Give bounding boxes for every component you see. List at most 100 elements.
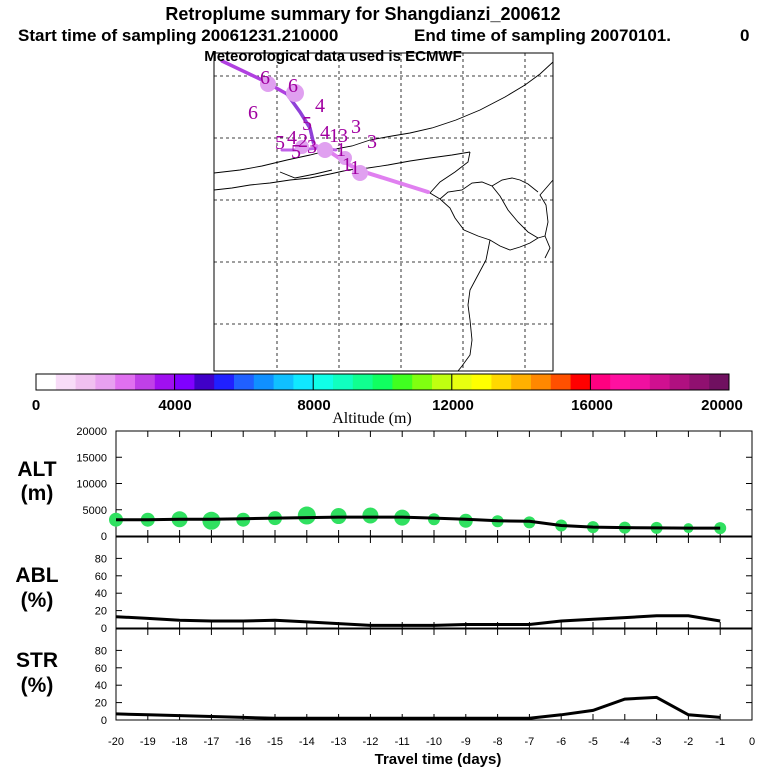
colorbar [35, 373, 730, 391]
ytick-label: 40 [95, 680, 107, 692]
colorbar-swatch-24 [511, 374, 532, 390]
alt-panel-label: ALT [17, 458, 56, 481]
map-marker-10: 4 [320, 122, 330, 144]
alt-point-6 [297, 506, 316, 525]
panel-alt: ALT(m) 0 5000 10000 15000 20000 [17, 426, 753, 543]
abl-series-line [115, 614, 721, 627]
xtick-label: -1 [715, 736, 725, 748]
ytick-label: 15000 [76, 452, 107, 464]
colorbar-swatch-15 [333, 374, 354, 390]
x-axis-label: Travel time (days) [375, 751, 502, 768]
str-series-line [115, 695, 721, 720]
colorbar-swatch-18 [392, 374, 413, 390]
str-frame [115, 628, 753, 721]
colorbar-swatch-25 [531, 374, 552, 390]
ytick-label: 20000 [76, 426, 107, 438]
colorbar-swatch-32 [669, 374, 690, 390]
xtick-label: -6 [556, 736, 566, 748]
alt-point-11 [458, 513, 473, 528]
xtick-label: -19 [140, 736, 156, 748]
colorbar-swatch-0 [36, 374, 57, 390]
ytick-label: 10000 [76, 479, 107, 491]
xtick-label: -2 [684, 736, 694, 748]
met-data-label: Meteorological data used is ECMWF [204, 48, 462, 65]
xtick-label: -11 [395, 736, 410, 748]
colorbar-swatch-33 [689, 374, 710, 390]
colorbar-label: Altitude (m) [332, 410, 412, 427]
colorbar-swatch-22 [471, 374, 492, 390]
colorbar-swatch-2 [75, 374, 96, 390]
map-marker-14: 3 [367, 131, 377, 153]
colorbar-swatch-23 [491, 374, 512, 390]
xtick-label: -13 [331, 736, 347, 748]
map-frame [213, 52, 554, 372]
map-coastlines [213, 61, 554, 372]
str-panel-unit: (%) [21, 674, 54, 697]
colorbar-swatch-14 [313, 374, 334, 390]
colorbar-swatch-7 [174, 374, 195, 390]
map-marker-1: 6 [288, 75, 298, 97]
map-marker-8: 5 [291, 141, 301, 163]
colorbar-tick-12000: 12000 [432, 397, 474, 414]
ytick-label: 0 [101, 531, 107, 543]
xtick-label: -14 [299, 736, 315, 748]
xtick-label: -15 [267, 736, 283, 748]
end-time-label: End time of sampling 20070101. [414, 26, 671, 45]
xtick-label: -16 [235, 736, 251, 748]
timeseries-panels: ALT(m)05000100001500020000ABL(%)02040608… [15, 426, 755, 768]
colorbar-swatch-4 [115, 374, 136, 390]
map-marker-15: 1 [336, 139, 346, 161]
map-marker-3: 4 [315, 95, 325, 117]
colorbar-swatch-29 [610, 374, 631, 390]
xtick-label: -5 [588, 736, 598, 748]
map-marker-7: 2 [298, 130, 308, 152]
xtick-label: -18 [172, 736, 188, 748]
colorbar-swatch-26 [550, 374, 572, 390]
colorbar-swatch-3 [95, 374, 116, 390]
colorbar-swatch-10 [234, 374, 255, 390]
colorbar-tick-16000: 16000 [571, 397, 613, 414]
colorbar-tick-20000: 20000 [701, 397, 743, 414]
colorbar-swatch-1 [55, 374, 77, 390]
ytick-label: 80 [95, 553, 107, 565]
map-marker-11: 1 [329, 125, 339, 147]
xtick-label: -4 [620, 736, 630, 748]
ytick-label: 80 [95, 645, 107, 657]
colorbar-swatch-11 [253, 374, 275, 390]
map-marker-16: 1 [342, 154, 352, 176]
panel-abl: ABL(%) 0 20 40 60 80 [15, 536, 753, 635]
colorbar-swatch-8 [194, 374, 215, 390]
colorbar-swatch-30 [630, 374, 651, 390]
chart-title: Retroplume summary for Shangdianzi_20061… [165, 4, 560, 24]
start-time-label: Start time of sampling 20061231.210000 [18, 26, 338, 45]
ytick-label: 5000 [83, 505, 107, 517]
ytick-label: 0 [101, 623, 107, 635]
ytick-label: 40 [95, 588, 107, 600]
abl-panel-unit: (%) [21, 589, 54, 612]
alt-panel-unit: (m) [21, 482, 54, 505]
colorbar-swatch-34 [709, 374, 730, 390]
xtick-label: -17 [203, 736, 219, 748]
map-marker-5: 5 [275, 132, 285, 154]
xtick-label: 0 [749, 736, 755, 748]
xtick-label: -20 [108, 736, 124, 748]
ytick-label: 60 [95, 663, 107, 675]
colorbar-tick-0: 0 [32, 397, 40, 414]
map-marker-0: 6 [260, 67, 270, 89]
colorbar-swatch-16 [352, 374, 374, 390]
map-marker-9: 3 [307, 136, 317, 158]
str-panel-label: STR [16, 649, 58, 672]
colorbar-tick-4000: 4000 [158, 397, 191, 414]
colorbar-swatch-5 [135, 374, 156, 390]
ytick-label: 60 [95, 571, 107, 583]
colorbar-swatch-20 [432, 374, 453, 390]
map-marker-13: 3 [351, 116, 361, 138]
map-marker-6: 4 [287, 127, 297, 149]
colorbar-swatch-19 [412, 374, 433, 390]
colorbar-frame [35, 373, 730, 391]
xtick-label: -12 [362, 736, 378, 748]
colorbar-swatch-6 [154, 374, 176, 390]
